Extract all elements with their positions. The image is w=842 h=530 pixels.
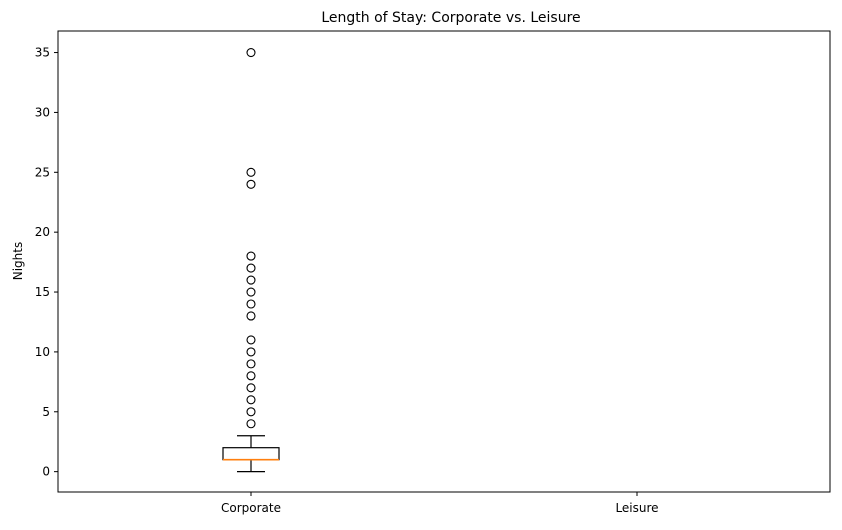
- outlier-point: [246, 167, 256, 177]
- box-group: [222, 48, 280, 473]
- y-tick-label: 15: [35, 285, 50, 299]
- plot-frame: [57, 30, 831, 493]
- chart-title: Length of Stay: Corporate vs. Leisure: [321, 10, 580, 26]
- outlier-point: [246, 311, 256, 321]
- outlier-point: [246, 371, 256, 381]
- x-axis-ticks: Corporate Leisure: [221, 492, 659, 515]
- x-tick-label: Corporate: [221, 501, 281, 515]
- outlier-point: [246, 263, 256, 273]
- y-tick-label: 25: [35, 165, 50, 179]
- outlier-point: [246, 251, 256, 261]
- outlier-point: [246, 395, 256, 405]
- outlier-point: [246, 179, 256, 189]
- y-tick-label: 5: [42, 405, 50, 419]
- outlier-point: [246, 359, 256, 369]
- outlier-point: [246, 299, 256, 309]
- y-tick-label: 20: [35, 225, 50, 239]
- x-tick-label: Leisure: [615, 501, 658, 515]
- outlier-point: [246, 48, 256, 58]
- y-tick-label: 30: [35, 105, 50, 119]
- outlier-point: [246, 335, 256, 345]
- box-series: [222, 48, 280, 473]
- y-tick-label: 10: [35, 345, 50, 359]
- outlier-point: [246, 287, 256, 297]
- outlier-point: [246, 419, 256, 429]
- outlier-point: [246, 383, 256, 393]
- outlier-point: [246, 347, 256, 357]
- box-iqr: [222, 447, 280, 461]
- outlier-point: [246, 407, 256, 417]
- y-axis-ticks: 0 5 10 15 20 25 30 35: [35, 46, 58, 479]
- y-axis-label: Nights: [11, 242, 25, 281]
- y-tick-label: 0: [42, 465, 50, 479]
- y-tick-label: 35: [35, 46, 50, 60]
- outlier-point: [246, 275, 256, 285]
